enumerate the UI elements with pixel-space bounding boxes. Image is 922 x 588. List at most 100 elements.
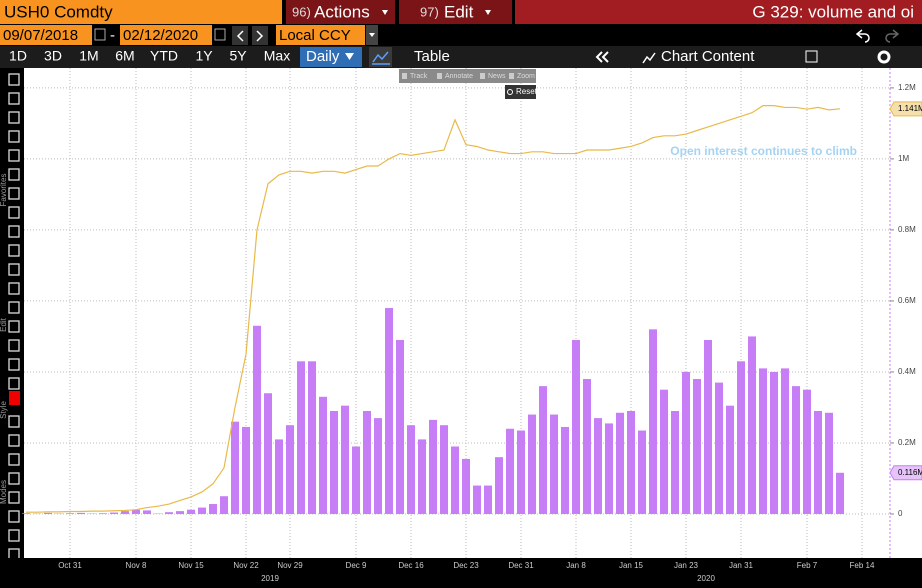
bar <box>429 419 437 514</box>
x-axis-band <box>0 558 922 588</box>
tool-icon[interactable] <box>8 282 20 295</box>
ticker-box[interactable] <box>0 0 282 24</box>
tool-icon[interactable] <box>8 339 20 352</box>
bar <box>473 485 481 514</box>
tool-icon[interactable] <box>8 206 20 219</box>
bar <box>231 421 239 514</box>
tool-icon[interactable] <box>8 244 20 257</box>
reset-label: Reset <box>516 87 538 96</box>
line <box>26 105 841 513</box>
bar <box>110 512 118 514</box>
undo-icon[interactable] <box>855 29 870 43</box>
side-label: Style <box>0 401 8 419</box>
next-arrow <box>256 30 264 42</box>
tool-icon[interactable] <box>8 111 20 124</box>
bar <box>209 504 217 514</box>
reset-button[interactable] <box>505 85 536 99</box>
table-button[interactable]: Table <box>414 48 450 65</box>
tool-icon[interactable] <box>8 529 20 542</box>
period-button[interactable]: 1Y <box>195 48 213 64</box>
edit-icon[interactable] <box>805 50 818 63</box>
tool-icon[interactable] <box>8 415 20 428</box>
next-button[interactable] <box>252 26 268 45</box>
tool-icon[interactable] <box>8 472 20 485</box>
tool-icon[interactable] <box>8 301 20 314</box>
x-tick-label: Nov 8 <box>126 561 147 570</box>
date-box[interactable] <box>0 25 92 45</box>
frequency-box[interactable] <box>300 47 362 67</box>
redo-icon[interactable] <box>885 29 900 43</box>
settings-icon[interactable] <box>877 50 891 64</box>
bar <box>759 368 767 514</box>
tool-icon[interactable] <box>8 320 20 333</box>
collapse-icon[interactable] <box>595 51 609 63</box>
tool-icon[interactable] <box>8 453 20 466</box>
tool-icon[interactable] <box>8 92 20 105</box>
title-bar <box>515 0 922 24</box>
chart-content-icon <box>642 52 656 64</box>
bar <box>407 425 415 514</box>
bar <box>297 361 305 514</box>
tool-icon[interactable] <box>8 510 20 523</box>
x-tick-label: Dec 23 <box>453 561 479 570</box>
date-box[interactable] <box>120 25 212 45</box>
value-label: 0.116M <box>898 468 922 477</box>
tool-icon[interactable] <box>8 358 20 371</box>
currency-box[interactable] <box>276 25 365 45</box>
period-button[interactable]: YTD <box>150 48 178 64</box>
x-tick-label: Nov 15 <box>178 561 204 570</box>
bar <box>396 339 404 514</box>
calendar-icon[interactable] <box>94 28 106 41</box>
period-button[interactable]: 3D <box>44 48 62 64</box>
bar <box>330 411 338 514</box>
chart-content-button[interactable]: Chart Content <box>661 48 755 65</box>
tool-icon[interactable] <box>8 225 20 238</box>
tool-icon[interactable] <box>8 491 20 504</box>
tool-icon[interactable] <box>402 73 407 79</box>
edit-menu[interactable] <box>399 0 512 24</box>
bar <box>561 426 569 514</box>
tool-icon[interactable] <box>8 377 20 390</box>
x-tick-label: Jan 23 <box>674 561 699 570</box>
bar <box>715 382 723 514</box>
bar <box>385 308 393 514</box>
tool-icon[interactable] <box>8 187 20 200</box>
bar <box>671 411 679 514</box>
toolbar <box>0 46 922 68</box>
tool-label[interactable]: Annotate <box>445 73 473 80</box>
period-button[interactable]: 1D <box>9 48 27 64</box>
x-tick-label: Dec 31 <box>508 561 534 570</box>
tool-label[interactable]: Track <box>410 73 428 80</box>
start-date: 09/07/2018 <box>3 27 78 44</box>
actions-menu[interactable] <box>286 0 395 24</box>
bar <box>748 336 756 514</box>
tool-label[interactable]: News <box>488 73 506 80</box>
tool-icon[interactable] <box>8 168 20 181</box>
period-button[interactable]: 6M <box>115 48 134 64</box>
tool-icon[interactable] <box>437 73 442 79</box>
title: G 329: volume and oi <box>752 2 914 21</box>
prev-button[interactable] <box>232 26 248 45</box>
tool-icon[interactable] <box>480 73 485 79</box>
period-button[interactable]: 1M <box>79 48 98 64</box>
color-swatch[interactable] <box>9 391 20 405</box>
tools-bar <box>399 69 536 83</box>
period-button[interactable]: 5Y <box>229 48 247 64</box>
bar <box>726 405 734 514</box>
menu-label: Edit <box>444 2 474 21</box>
tool-icon[interactable] <box>8 130 20 143</box>
bar <box>165 512 173 514</box>
calendar-icon[interactable] <box>214 28 226 41</box>
tool-icon[interactable] <box>8 73 20 86</box>
bar <box>132 509 140 514</box>
bar <box>77 512 85 514</box>
tool-icon[interactable] <box>8 149 20 162</box>
tool-icon[interactable] <box>8 434 20 447</box>
x-tick-label: Nov 29 <box>277 561 303 570</box>
tool-icon[interactable] <box>8 263 20 276</box>
x-tick-label: Feb 7 <box>797 561 818 570</box>
bar <box>737 361 745 514</box>
tool-icon[interactable] <box>509 73 514 79</box>
tool-label[interactable]: Zoom <box>517 73 535 80</box>
period-button[interactable]: Max <box>264 48 290 64</box>
